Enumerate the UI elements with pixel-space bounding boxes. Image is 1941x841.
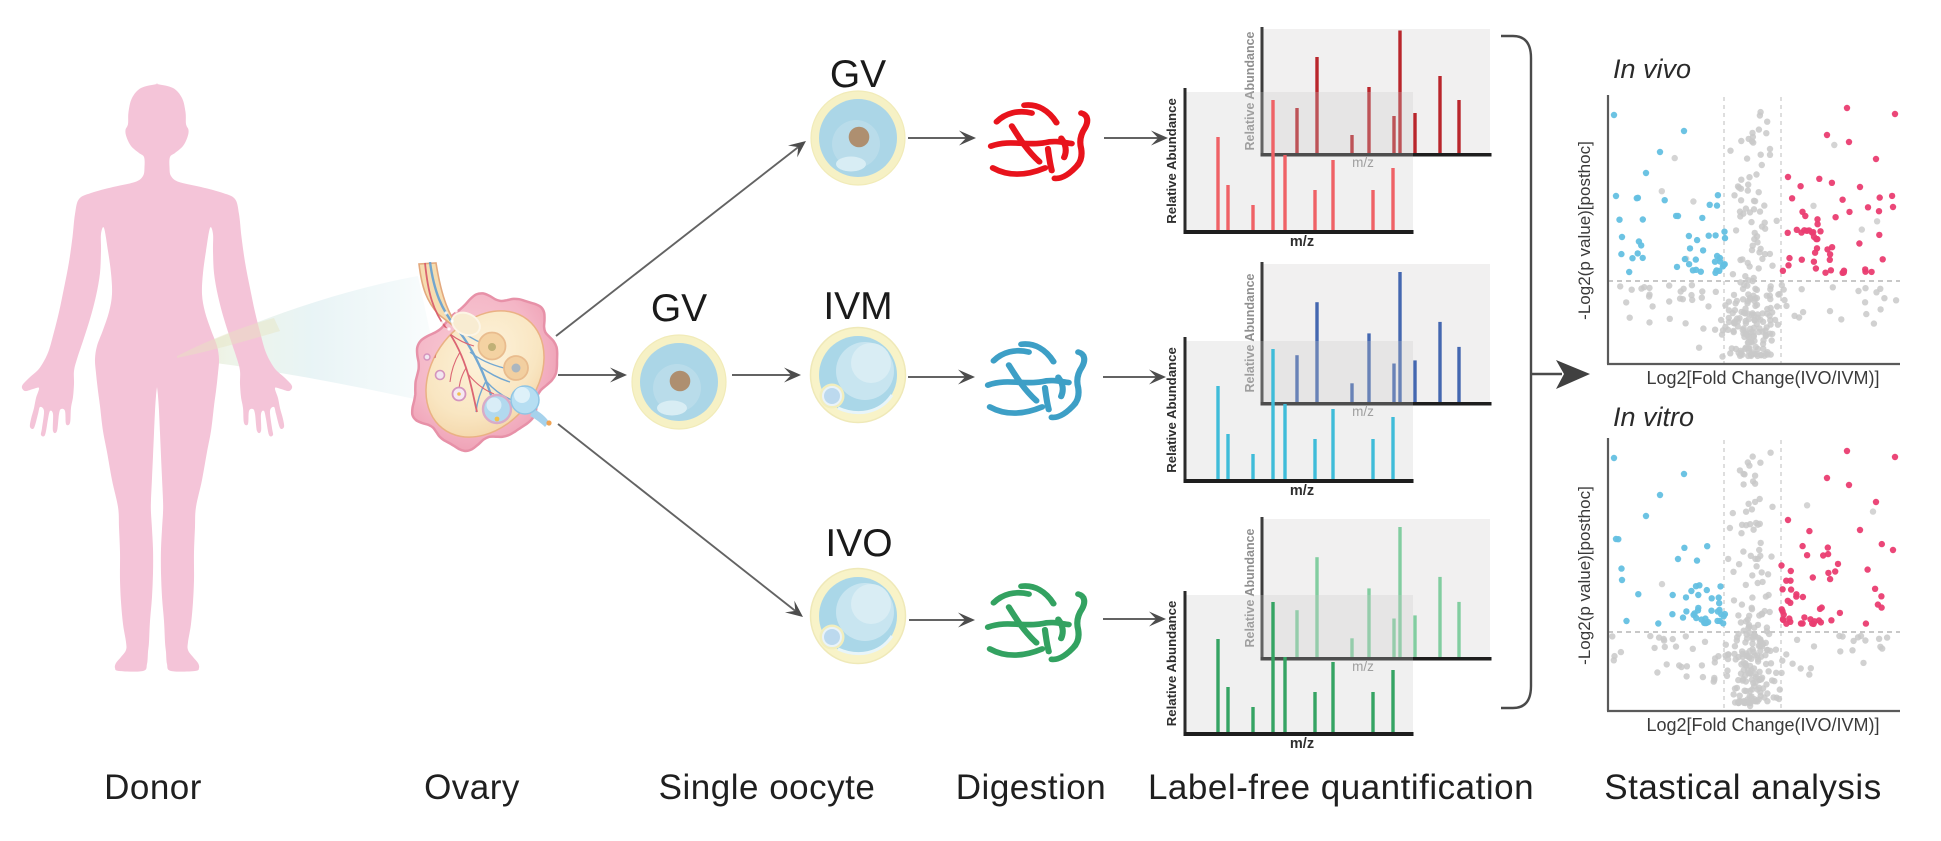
svg-text:m/z: m/z bbox=[1352, 155, 1374, 170]
svg-text:Relative Abundance: Relative Abundance bbox=[1164, 98, 1179, 224]
svg-text:-Log2(p value)[posthoc]: -Log2(p value)[posthoc] bbox=[1575, 141, 1594, 320]
svg-text:m/z: m/z bbox=[1290, 736, 1314, 752]
svg-text:GV: GV bbox=[651, 287, 707, 330]
svg-text:Stastical analysis: Stastical analysis bbox=[1604, 768, 1881, 807]
svg-text:Single oocyte: Single oocyte bbox=[659, 768, 876, 807]
svg-text:m/z: m/z bbox=[1352, 659, 1374, 674]
svg-text:Relative Abundance: Relative Abundance bbox=[1243, 31, 1257, 150]
svg-text:m/z: m/z bbox=[1352, 404, 1374, 419]
svg-text:Log2[Fold Change(IVO/IVM)]: Log2[Fold Change(IVO/IVM)] bbox=[1646, 368, 1879, 388]
svg-text:Label-free quantification: Label-free quantification bbox=[1148, 768, 1534, 807]
svg-text:Relative Abundance: Relative Abundance bbox=[1164, 601, 1179, 727]
svg-text:Relative Abundance: Relative Abundance bbox=[1243, 273, 1257, 392]
svg-text:IVO: IVO bbox=[825, 522, 892, 565]
svg-text:m/z: m/z bbox=[1290, 483, 1314, 499]
svg-text:GV: GV bbox=[830, 53, 886, 96]
svg-text:In vitro: In vitro bbox=[1613, 402, 1694, 432]
svg-text:Relative Abundance: Relative Abundance bbox=[1243, 528, 1257, 647]
svg-text:Log2[Fold Change(IVO/IVM)]: Log2[Fold Change(IVO/IVM)] bbox=[1646, 715, 1879, 735]
svg-text:m/z: m/z bbox=[1290, 234, 1314, 250]
svg-text:Relative Abundance: Relative Abundance bbox=[1164, 347, 1179, 473]
svg-text:Digestion: Digestion bbox=[956, 768, 1106, 807]
svg-text:IVM: IVM bbox=[823, 285, 892, 328]
svg-text:In vivo: In vivo bbox=[1613, 54, 1691, 84]
svg-text:Donor: Donor bbox=[104, 768, 202, 807]
svg-text:-Log2(p value)[posthoc]: -Log2(p value)[posthoc] bbox=[1575, 486, 1594, 665]
svg-text:Ovary: Ovary bbox=[424, 768, 520, 807]
